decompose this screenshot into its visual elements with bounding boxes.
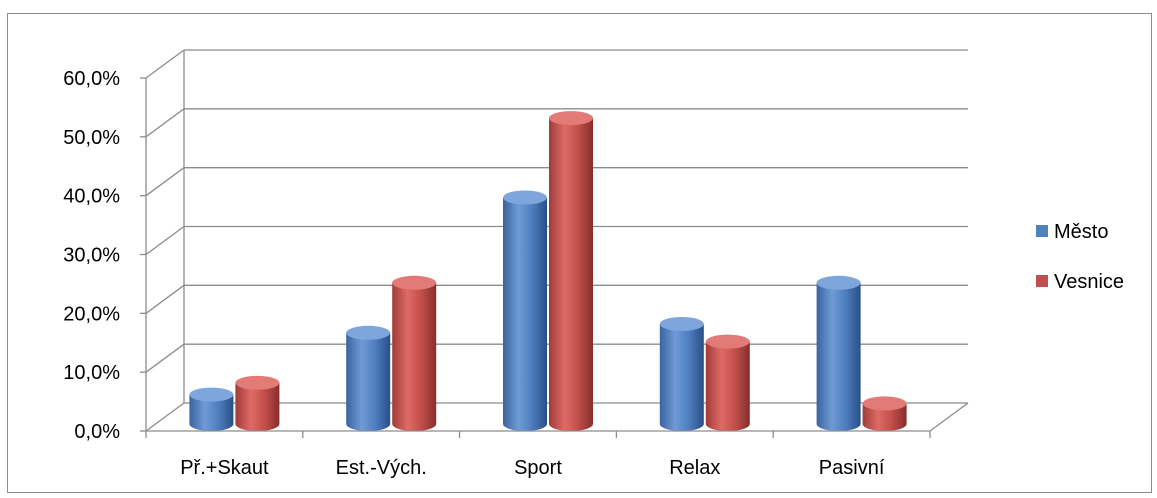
bar-body: [235, 382, 280, 431]
bar-top: [862, 396, 907, 411]
floor-edge: [929, 402, 969, 432]
y-tick-label: 0,0%: [74, 421, 120, 443]
bar-vesnice: [235, 375, 280, 431]
x-category-label: Př.+Skaut: [180, 457, 269, 479]
bar-mesto: [816, 275, 861, 431]
y-tick-label: 30,0%: [63, 245, 120, 267]
gridline-side: [145, 343, 185, 373]
bar-body: [549, 118, 593, 432]
gridline-side: [145, 284, 185, 314]
bar-vesnice: [862, 396, 907, 431]
legend-label: Město: [1054, 221, 1108, 243]
bar-top: [503, 190, 547, 205]
bar-body: [816, 282, 861, 431]
bar-body: [503, 197, 547, 431]
legend-swatch: [1036, 275, 1048, 287]
bar-top: [189, 387, 234, 402]
gridline-side: [145, 108, 185, 138]
bar-body: [862, 403, 907, 431]
bar-vesnice: [392, 275, 437, 431]
gridline-side: [145, 49, 185, 79]
x-category-label: Est.-Vých.: [336, 457, 427, 479]
bar-body: [659, 323, 704, 431]
bar-body: [189, 394, 234, 431]
bar-mesto: [189, 387, 234, 431]
bar-vesnice: [705, 334, 750, 431]
legend-label: Vesnice: [1054, 271, 1124, 293]
bar-top: [235, 375, 280, 390]
bar-top: [705, 334, 750, 349]
y-tick-label: 20,0%: [63, 303, 120, 325]
bar-body: [392, 282, 437, 431]
bar-top: [816, 275, 861, 290]
y-tick-label: 50,0%: [63, 127, 120, 149]
gridline-side: [145, 225, 185, 256]
bar-mesto: [346, 325, 391, 431]
bar-top: [549, 111, 593, 126]
bar-vesnice: [549, 111, 593, 432]
bar-top: [346, 325, 391, 340]
y-tick-label: 40,0%: [63, 186, 120, 208]
x-category-label: Sport: [514, 457, 562, 479]
bar-mesto: [659, 316, 704, 431]
bar-mesto: [503, 190, 547, 431]
gridline-side: [145, 402, 185, 432]
bar-top: [392, 275, 437, 290]
y-tick-label: 10,0%: [63, 362, 120, 384]
x-category-label: Pasivní: [819, 457, 885, 479]
y-tick-label: 60,0%: [63, 68, 120, 90]
gridline-side: [145, 167, 185, 197]
bar-body: [705, 341, 750, 431]
bar-top: [659, 316, 704, 331]
legend-swatch: [1036, 225, 1048, 237]
bar-body: [346, 332, 391, 431]
x-category-label: Relax: [669, 457, 720, 479]
